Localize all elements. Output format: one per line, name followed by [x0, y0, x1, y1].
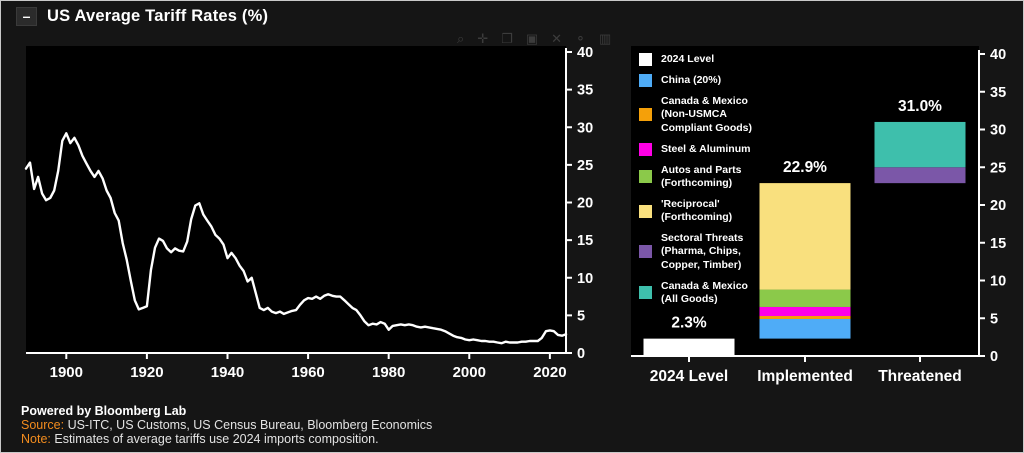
bar-segment-reciprocal-forthcoming	[759, 183, 851, 290]
expand-icon[interactable]: ❐	[501, 31, 513, 46]
y-tick-label: 5	[577, 308, 585, 324]
legend-swatch	[639, 74, 652, 88]
footer: Powered by Bloomberg Lab Source: US-ITC,…	[21, 404, 432, 446]
legend-swatch	[639, 142, 652, 156]
legend-swatch	[639, 108, 652, 122]
y-tick-label: 20	[577, 196, 593, 212]
x-tick-label: 1900	[50, 364, 83, 381]
close-icon[interactable]: ✕	[551, 31, 563, 46]
source-line: Source: US-ITC, US Customs, US Census Bu…	[21, 418, 432, 432]
legend-label: China (20%)	[661, 74, 722, 87]
bar-segment-canada-mexico-all-goods	[874, 121, 966, 168]
chart-toolbar: ⌕ ✛ ❐ ▣ ✕ ⚬ ▥	[457, 31, 611, 47]
x-tick-label: 1940	[211, 364, 244, 381]
y-tick-label: 20	[990, 198, 1006, 214]
bar-chart: 0 5 10 15 20 25 30 35 40 2.3% 2024 Level 22.9% Imple…	[631, 46, 1006, 385]
bar-total-label: 31.0%	[898, 98, 942, 115]
line-chart: 0 5 10 15 20 25 30 35 40 1900 1920 1940 1960 1980 2000…	[24, 45, 593, 381]
bar-total-label: 22.9%	[783, 159, 827, 176]
legend-item: Sectoral Threats (Pharma, Chips, Copper,…	[639, 232, 789, 271]
legend-label: Canada & Mexico (All Goods)	[661, 279, 748, 305]
legend-label: Sectoral Threats (Pharma, Chips, Copper,…	[661, 232, 744, 271]
bar-category-label: Implemented	[757, 368, 853, 385]
legend-item: Canada & Mexico (All Goods)	[639, 280, 789, 306]
bar-category-label: Threatened	[878, 368, 962, 385]
legend-swatch	[639, 245, 652, 259]
legend-label: Canada & Mexico (Non-USMCA Compliant Goo…	[661, 95, 752, 134]
y-tick-label: 30	[577, 120, 593, 136]
x-tick-label: 1980	[372, 364, 405, 381]
camera-icon[interactable]: ⚬	[575, 31, 586, 46]
y-tick-label: 35	[990, 85, 1006, 101]
y-tick-label: 15	[577, 233, 593, 249]
legend-label: Autos and Parts (Forthcoming)	[661, 163, 742, 189]
tariff-rate-line-series	[24, 132, 568, 345]
y-tick-label: 10	[577, 271, 593, 287]
title-bar: – US Average Tariff Rates (%)	[16, 7, 268, 26]
y-tick-label: 0	[577, 346, 585, 362]
page-title: US Average Tariff Rates (%)	[47, 7, 269, 25]
bar-chart-icon[interactable]: ▥	[598, 31, 612, 46]
bar-segment-autos-and-parts-forthcoming	[759, 289, 851, 307]
bar-segment-2024-level	[643, 338, 735, 357]
legend-swatch	[639, 170, 652, 184]
y-tick-label: 40	[577, 45, 593, 61]
y-tick-label: 0	[990, 349, 998, 365]
bar-segment-sectoral-threats-pharma-chips-copper-timber	[874, 167, 966, 184]
legend-item: 'Reciprocal' (Forthcoming)	[639, 198, 789, 224]
y-tick-label: 30	[990, 123, 1006, 139]
y-tick-label: 40	[990, 47, 1006, 63]
note-line: Note: Estimates of average tariffs use 2…	[21, 432, 432, 446]
note-text: Estimates of average tariffs use 2024 im…	[50, 432, 379, 446]
legend-item: Autos and Parts (Forthcoming)	[639, 164, 789, 190]
source-text: US-ITC, US Customs, US Census Bureau, Bl…	[64, 418, 433, 432]
powered-by-text: Powered by Bloomberg Lab	[21, 404, 187, 418]
legend-swatch	[639, 204, 652, 218]
line-plot-background	[26, 46, 566, 353]
y-tick-label: 10	[990, 274, 1006, 290]
collapse-button[interactable]: –	[16, 7, 37, 26]
reset-view-icon[interactable]: ▣	[525, 31, 539, 46]
y-tick-label: 35	[577, 83, 593, 99]
x-tick-label: 2000	[453, 364, 486, 381]
bar-segment-canada-mexico-non-usmca-compliant-goods	[759, 315, 851, 319]
zoom-icon[interactable]: ⌕	[457, 31, 465, 46]
legend-swatch	[639, 286, 652, 300]
legend-label: Steel & Aluminum	[661, 142, 751, 155]
note-label: Note:	[21, 432, 51, 446]
legend-label: 2024 Level	[661, 53, 715, 65]
x-tick-label: 1960	[291, 364, 324, 381]
x-tick-label: 1920	[130, 364, 163, 381]
pan-icon[interactable]: ✛	[477, 31, 489, 46]
bar-segment-china-20	[759, 319, 851, 339]
legend-item: China (20%)	[639, 74, 789, 88]
legend-item: 2024 Level	[639, 53, 789, 67]
y-tick-label: 25	[577, 158, 593, 174]
bar-category-label: 2024 Level	[650, 368, 728, 385]
bar-segment-steel-aluminum	[759, 306, 851, 317]
x-tick-label: 2020	[533, 364, 566, 381]
bar-legend: 2024 Level China (20%) Canada & Mexico (No…	[639, 53, 789, 306]
y-tick-label: 25	[990, 160, 1006, 176]
legend-item: Canada & Mexico (Non-USMCA Compliant Goo…	[639, 95, 789, 134]
source-label: Source:	[21, 418, 65, 432]
legend-item: Steel & Aluminum	[639, 143, 789, 156]
legend-label: 'Reciprocal' (Forthcoming)	[661, 198, 733, 224]
y-tick-label: 5	[990, 311, 998, 327]
bar-total-label: 2.3%	[671, 315, 707, 332]
legend-swatch	[639, 53, 652, 67]
y-tick-label: 15	[990, 236, 1006, 252]
